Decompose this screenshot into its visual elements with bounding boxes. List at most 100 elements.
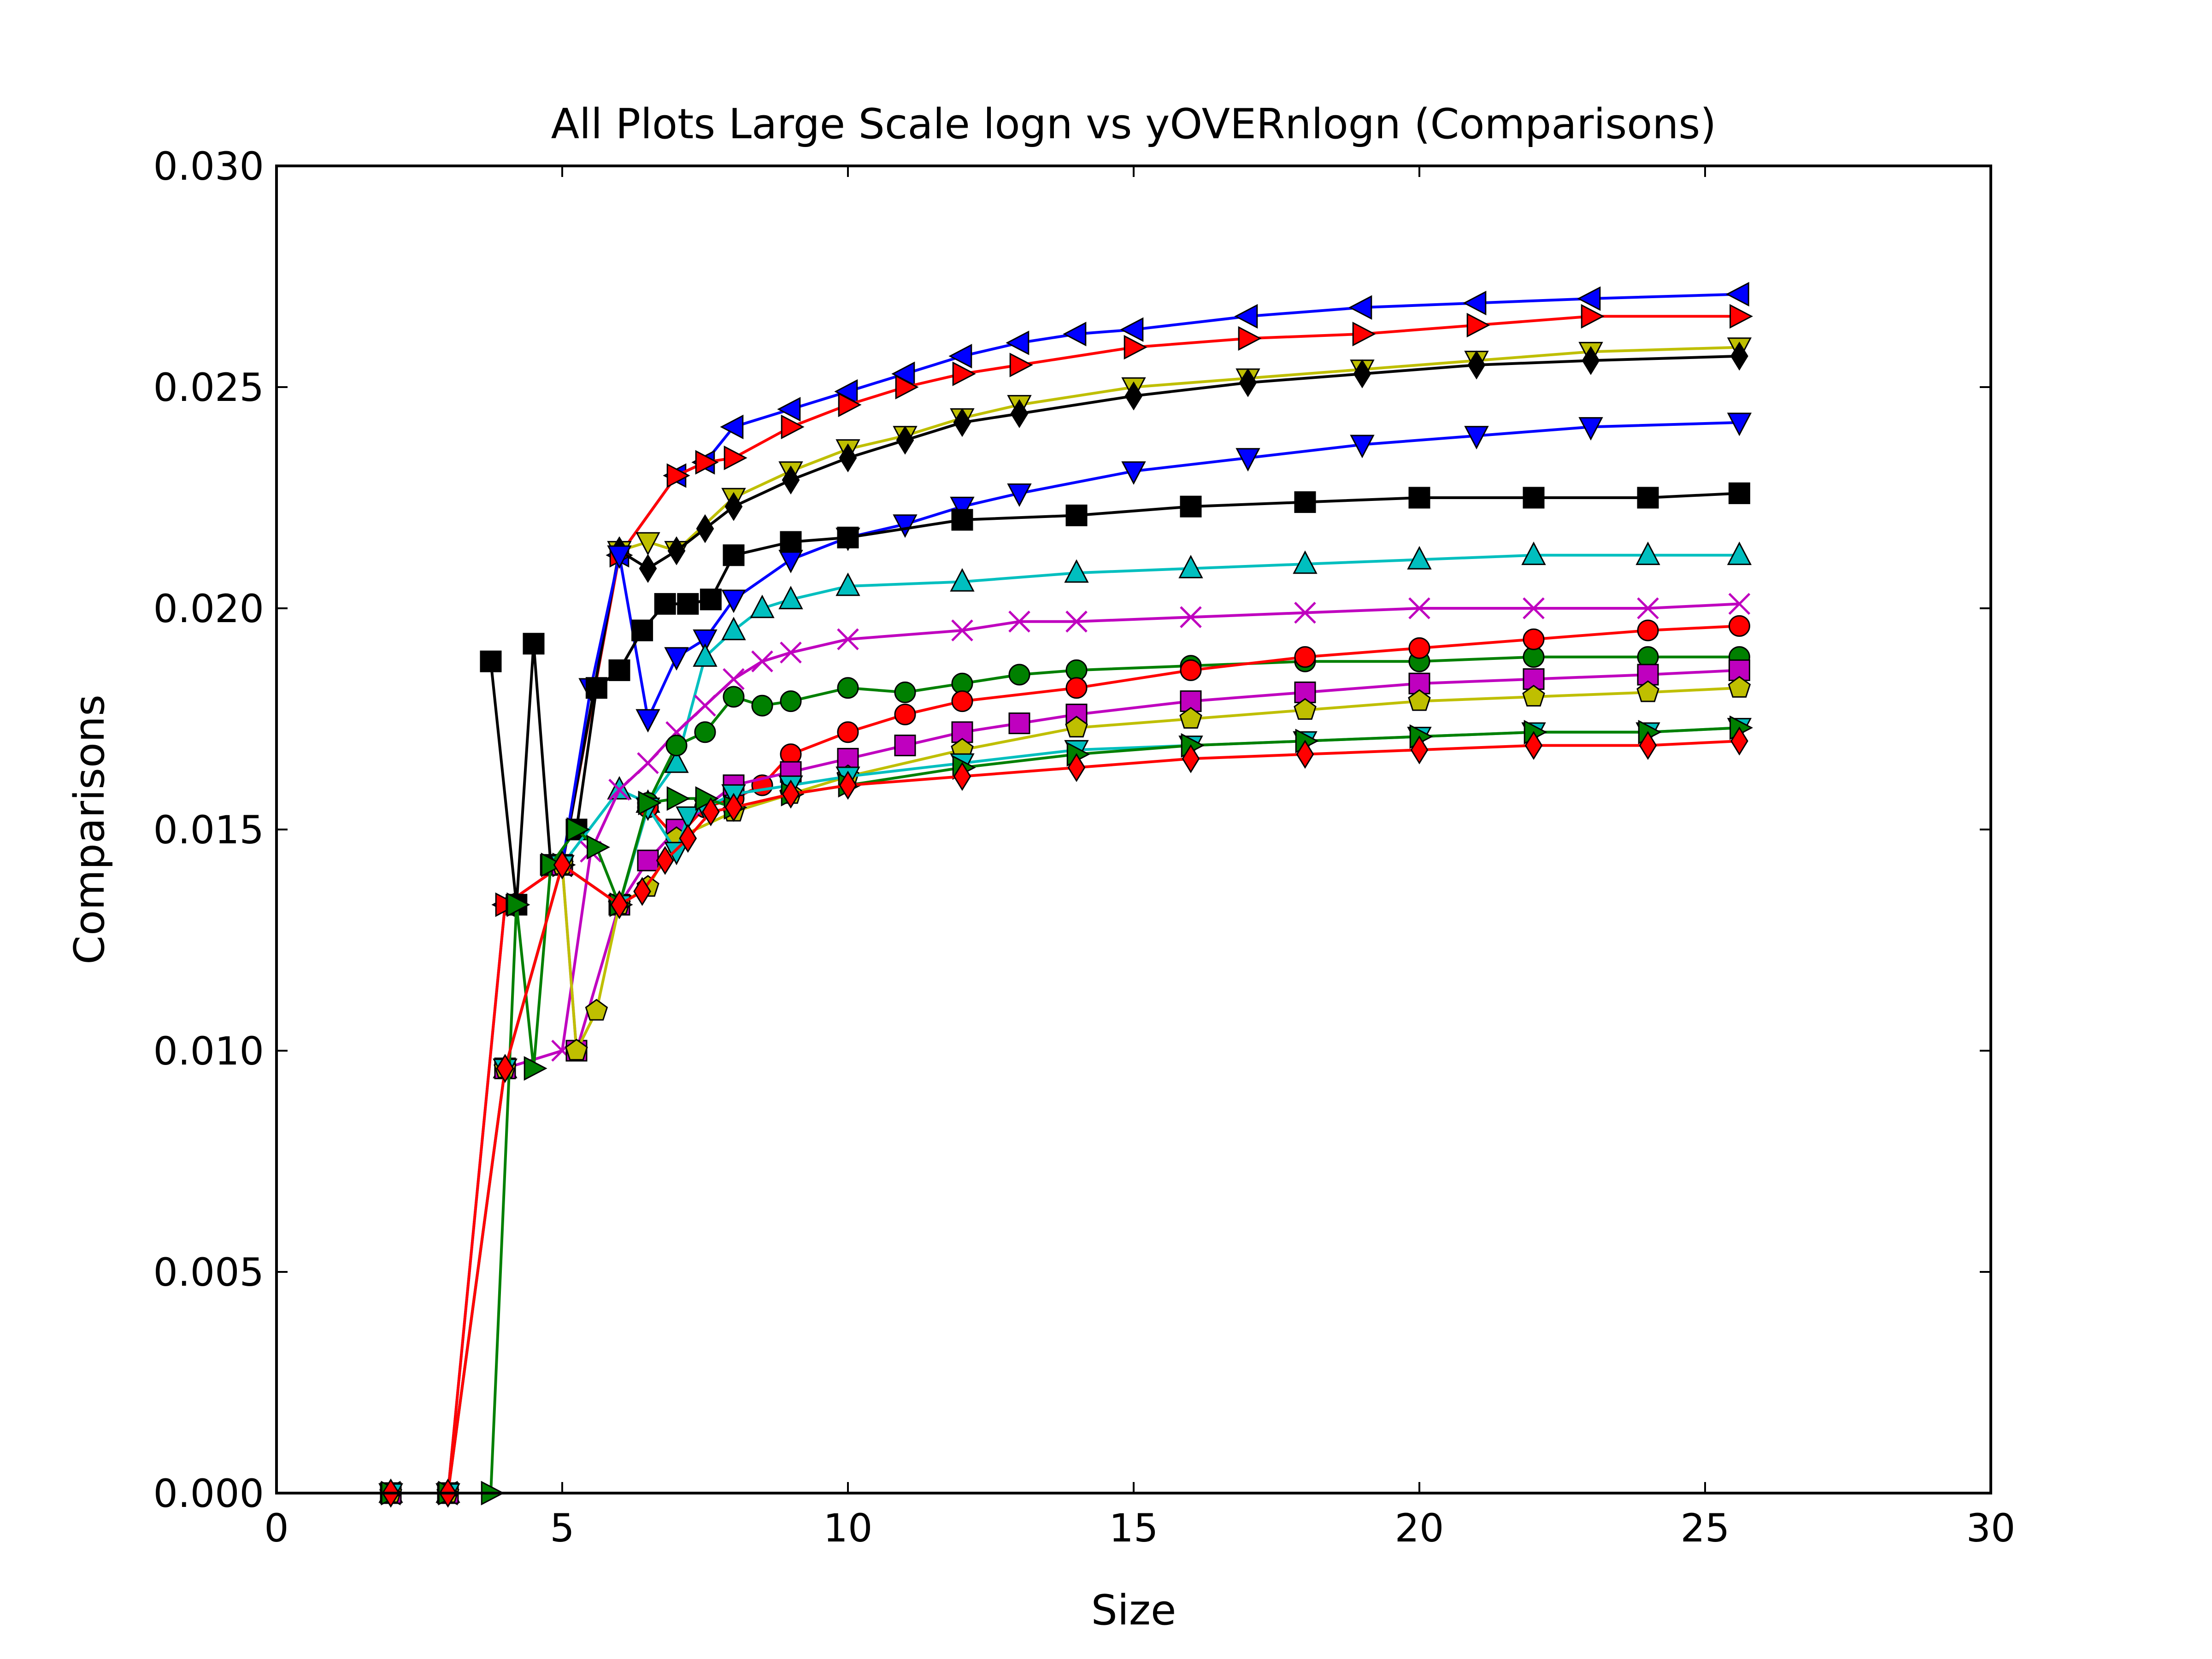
- x-axis-label: Size: [1091, 1586, 1177, 1635]
- data-point: [1064, 559, 1089, 583]
- data-point: [894, 735, 916, 757]
- y-tick-label: 0.000: [153, 1471, 264, 1516]
- data-point: [1235, 448, 1260, 472]
- data-point: [524, 1056, 547, 1081]
- data-point: [1637, 619, 1659, 641]
- data-point: [1348, 295, 1372, 320]
- data-point: [893, 514, 918, 538]
- data-point: [951, 690, 973, 712]
- data-point: [780, 690, 802, 712]
- data-point: [1008, 611, 1030, 633]
- data-point: [1010, 399, 1029, 429]
- data-point: [1179, 706, 1202, 729]
- data-point: [1410, 735, 1429, 765]
- data-point: [1296, 740, 1314, 769]
- data-point: [667, 536, 686, 565]
- data-point: [1636, 680, 1659, 702]
- data-point: [553, 850, 571, 880]
- data-point: [565, 1038, 588, 1061]
- data-point: [1408, 597, 1430, 619]
- data-point: [951, 619, 973, 641]
- data-point: [1523, 487, 1545, 509]
- data-point: [1407, 546, 1432, 570]
- series-line: [391, 686, 1740, 1494]
- data-point: [679, 824, 697, 853]
- data-point: [693, 629, 718, 653]
- data-point: [1728, 593, 1751, 615]
- data-point: [1067, 753, 1086, 782]
- data-point: [1180, 659, 1202, 681]
- data-point: [1294, 646, 1316, 668]
- data-point: [1464, 426, 1489, 450]
- data-point: [953, 762, 971, 791]
- data-point: [693, 643, 718, 667]
- data-point: [677, 593, 699, 615]
- data-point: [696, 514, 714, 543]
- y-tick-label: 0.015: [153, 807, 264, 853]
- data-point: [1523, 628, 1545, 650]
- data-point: [1293, 550, 1318, 574]
- x-tick-label: 0: [264, 1506, 288, 1551]
- data-point: [778, 586, 803, 610]
- data-point: [777, 397, 801, 422]
- data-point: [1178, 554, 1203, 578]
- data-point: [637, 849, 659, 871]
- data-point: [1524, 731, 1543, 760]
- data-point: [780, 641, 802, 664]
- data-point: [1065, 677, 1088, 699]
- data-point: [723, 686, 745, 708]
- data-point: [1463, 290, 1487, 316]
- data-point: [1006, 330, 1030, 355]
- data-point: [1182, 744, 1200, 773]
- data-point: [1065, 611, 1088, 633]
- data-point: [664, 749, 689, 773]
- data-point: [1294, 698, 1317, 720]
- data-point: [952, 361, 976, 386]
- data-point: [637, 752, 659, 774]
- data-point: [702, 797, 720, 827]
- data-point: [1466, 312, 1490, 338]
- y-tick-label: 0.010: [153, 1029, 264, 1074]
- data-point: [953, 408, 971, 437]
- data-point: [639, 554, 657, 583]
- data-point: [635, 709, 660, 733]
- data-point: [724, 793, 743, 822]
- data-point: [1523, 597, 1545, 619]
- data-point: [608, 778, 630, 801]
- data-point: [720, 414, 744, 440]
- data-point: [1065, 504, 1088, 526]
- data-point: [1522, 684, 1545, 707]
- data-point: [664, 647, 689, 671]
- data-point: [1637, 597, 1659, 619]
- data-point: [587, 835, 611, 860]
- data-point: [1581, 304, 1605, 329]
- data-point: [751, 650, 773, 672]
- data-point: [1353, 359, 1371, 388]
- data-point: [496, 1053, 514, 1083]
- data-point: [782, 779, 800, 809]
- data-point: [835, 572, 860, 596]
- data-point: [1467, 350, 1486, 380]
- data-point: [1124, 335, 1147, 360]
- data-point: [654, 593, 676, 615]
- data-point: [1635, 541, 1660, 565]
- data-point: [566, 817, 590, 842]
- data-point: [894, 703, 916, 725]
- data-point: [750, 594, 775, 618]
- data-point: [1408, 637, 1430, 659]
- data-point: [1408, 689, 1431, 711]
- data-point: [638, 790, 662, 816]
- data-point: [1234, 304, 1258, 329]
- data-point: [1578, 417, 1603, 441]
- data-point: [1008, 712, 1030, 735]
- x-tick-label: 20: [1395, 1506, 1444, 1551]
- x-tick-label: 10: [824, 1506, 873, 1551]
- data-point: [1009, 353, 1033, 377]
- data-point: [610, 890, 629, 919]
- y-tick-label: 0.020: [153, 586, 264, 631]
- data-point: [724, 445, 747, 471]
- data-point: [894, 681, 916, 703]
- data-point: [607, 545, 632, 569]
- series-line: [391, 553, 1740, 1494]
